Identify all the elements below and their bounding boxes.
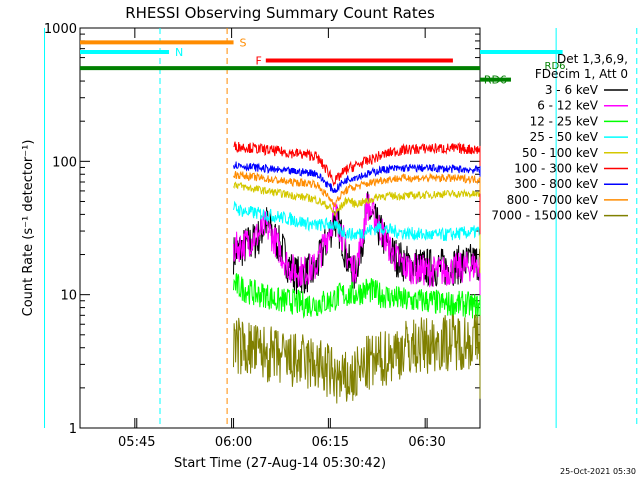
y-tick-label: 100 [52, 155, 77, 170]
flag-bars: S N F RD6 RD6 [80, 36, 566, 87]
y-tick-label: 10 [60, 289, 77, 304]
series-line [233, 273, 481, 397]
flag-label: N [175, 46, 183, 59]
legend-entry-label: 12 - 25 keV [530, 114, 599, 128]
flag-label: RD6 [545, 61, 566, 72]
series-line [233, 161, 481, 193]
chart-title: RHESSI Observing Summary Count Rates [125, 4, 435, 22]
legend-entry-label: 3 - 6 keV [545, 83, 599, 97]
legend-entry-label: 800 - 7000 keV [507, 193, 599, 207]
series-line [233, 170, 481, 208]
vertical-markers [44, 28, 638, 428]
flag-label: RD6 [484, 74, 507, 87]
series-group [233, 141, 481, 428]
x-tick-label: 06:15 [312, 435, 349, 450]
legend-entry-label: 50 - 100 keV [522, 146, 599, 160]
legend-entry-label: 6 - 12 keV [537, 99, 599, 113]
legend-header-1: Det 1,3,6,9, [557, 52, 628, 66]
flag-label: F [255, 55, 261, 68]
footer-date: 25-Oct-2021 05:30 [560, 467, 636, 476]
y-tick-label: 1000 [44, 22, 77, 37]
x-axis-label: Start Time (27-Aug-14 05:30:42) [174, 456, 386, 471]
series-line [233, 314, 481, 404]
legend-entry-label: 100 - 300 keV [514, 162, 598, 176]
legend: Det 1,3,6,9, FDecim 1, Att 0 3 - 6 keV 6 … [491, 52, 628, 223]
x-tick-label: 05:45 [118, 435, 155, 450]
x-tick-label: 06:30 [408, 435, 445, 450]
legend-entry-label: 300 - 800 keV [514, 177, 598, 191]
axes: 1 10 100 1000 05:45 06:00 06:15 06:30 [44, 22, 480, 450]
flag-label: S [240, 36, 247, 49]
legend-entry-label: 25 - 50 keV [530, 130, 599, 144]
series-line [233, 141, 481, 235]
x-tick-label: 06:00 [215, 435, 252, 450]
legend-header-2: FDecim 1, Att 0 [535, 67, 628, 81]
y-tick-label: 1 [69, 422, 77, 437]
y-axis-label: Count Rate (s⁻¹ detector⁻¹) [21, 140, 36, 317]
legend-entry-label: 7000 - 15000 keV [491, 209, 598, 223]
